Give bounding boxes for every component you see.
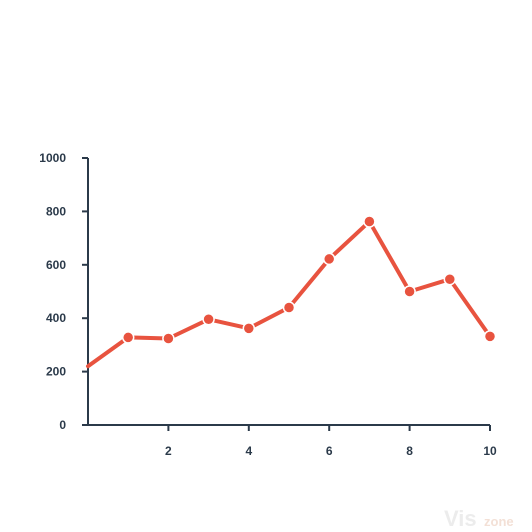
series-layer <box>86 215 497 369</box>
y-tick-label: 0 <box>59 418 66 432</box>
data-point <box>121 331 135 344</box>
y-tick-label: 400 <box>46 311 66 325</box>
watermark-main: Vis <box>444 506 477 531</box>
data-point <box>202 313 215 326</box>
watermark-sub: zone <box>484 514 514 529</box>
data-point <box>242 322 256 335</box>
y-tick-label: 200 <box>46 365 66 379</box>
data-point <box>162 332 175 345</box>
x-tick-label: 10 <box>483 444 497 458</box>
data-point <box>443 272 457 286</box>
data-point <box>483 330 497 343</box>
series-line <box>86 219 492 369</box>
data-point <box>363 215 376 228</box>
watermark: Vis zone <box>444 506 514 531</box>
x-tick-label: 2 <box>165 444 172 458</box>
y-axis: 0 200 400 600 800 1000 <box>39 151 89 432</box>
data-point <box>282 301 296 314</box>
y-tick-label: 600 <box>46 258 66 272</box>
y-tick-label: 800 <box>46 204 66 218</box>
data-point <box>403 285 416 298</box>
y-tick-label: 1000 <box>39 151 66 165</box>
x-tick-label: 6 <box>326 444 333 458</box>
x-tick-label: 8 <box>406 444 413 458</box>
data-point <box>322 252 336 266</box>
x-axis: 2 4 6 8 10 <box>88 424 497 458</box>
x-tick-label: 4 <box>245 444 252 458</box>
